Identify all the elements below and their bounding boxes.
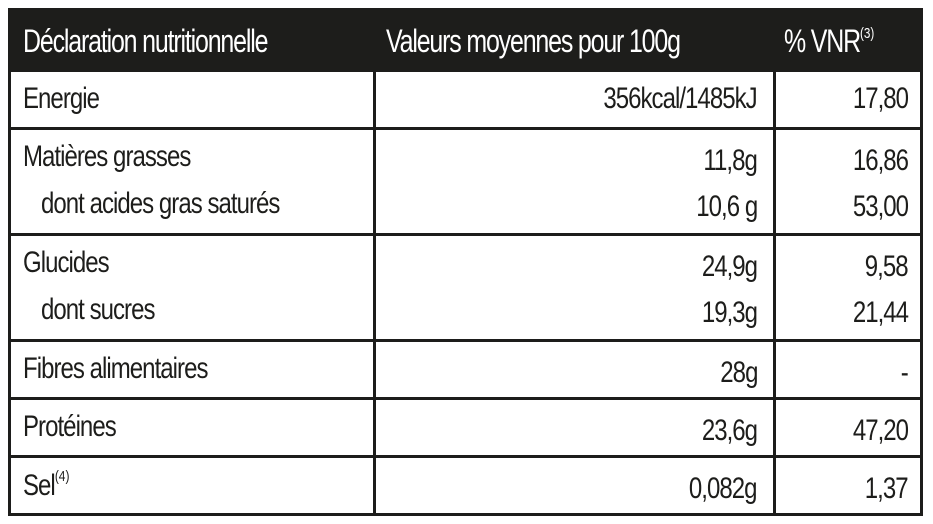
vnr-proteines: 47,20 <box>852 414 909 447</box>
header-vnr: % VNR(3) <box>784 23 874 60</box>
label-matieres-grasses: Matières grasses <box>23 140 191 173</box>
vnr-sucres: 21,44 <box>852 296 909 329</box>
header-values: Valeurs moyennes pour 100g <box>386 23 681 59</box>
label-acides-gras-satures: dont acides gras saturés <box>41 187 280 220</box>
value-sel: 0,082g <box>689 472 758 505</box>
row-energie: Energie 356kcal/1485kJ 17,80 <box>11 69 920 127</box>
row-glucides: Glucides 24,9g 9,58 dont sucres 19,3g 21… <box>11 233 920 339</box>
label-sel: Sel(4) <box>23 468 69 503</box>
column-divider-2 <box>773 69 776 513</box>
value-sucres: 19,3g <box>701 296 758 329</box>
vnr-energie: 17,80 <box>852 82 909 115</box>
row-sel: Sel(4) 0,082g 1,37 <box>11 455 920 513</box>
label-energie: Energie <box>23 82 100 115</box>
row-proteines: Protéines 23,6g 47,20 <box>11 397 920 455</box>
vnr-matieres-grasses: 16,86 <box>852 144 909 177</box>
value-energie: 356kcal/1485kJ <box>603 82 758 115</box>
value-proteines: 23,6g <box>701 414 758 447</box>
column-divider-1 <box>373 69 376 513</box>
row-matieres-grasses: Matières grasses 11,8g 16,86 dont acides… <box>11 127 920 233</box>
header-declaration: Déclaration nutritionnelle <box>23 23 268 59</box>
nutrition-table: Déclaration nutritionnelle Valeurs moyen… <box>8 8 923 516</box>
vnr-acides-gras-satures: 53,00 <box>852 190 909 223</box>
header-vnr-footnote: (3) <box>859 25 875 42</box>
row-fibres: Fibres alimentaires 28g - <box>11 339 920 397</box>
label-fibres: Fibres alimentaires <box>23 352 208 385</box>
vnr-glucides: 9,58 <box>865 250 909 283</box>
vnr-sel: 1,37 <box>865 472 909 505</box>
label-glucides: Glucides <box>23 246 110 279</box>
value-glucides: 24,9g <box>701 250 758 283</box>
header-vnr-label: % VNR <box>784 23 861 59</box>
table-header: Déclaration nutritionnelle Valeurs moyen… <box>11 11 920 69</box>
label-sel-text: Sel <box>23 469 56 502</box>
value-fibres: 28g <box>719 356 758 389</box>
label-proteines: Protéines <box>23 410 117 443</box>
label-sel-footnote: (4) <box>54 468 70 485</box>
vnr-fibres: - <box>900 356 909 389</box>
value-acides-gras-satures: 10,6 g <box>696 190 758 223</box>
label-sucres: dont sucres <box>41 293 155 326</box>
value-matieres-grasses: 11,8g <box>703 144 758 177</box>
